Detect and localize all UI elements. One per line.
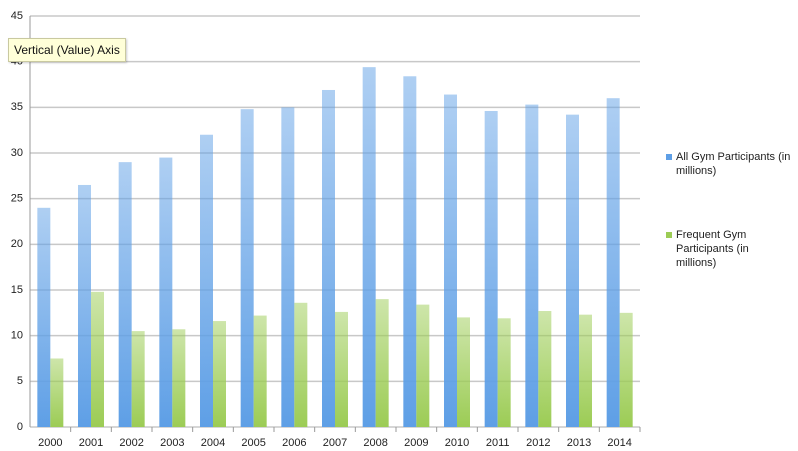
x-tick-label: 2002 <box>119 437 143 449</box>
bar <box>159 157 173 428</box>
bar <box>579 314 592 427</box>
bar <box>619 312 633 427</box>
x-tick-label: 2008 <box>363 437 387 449</box>
y-tick-label: 45 <box>11 10 23 22</box>
tooltip: Vertical (Value) Axis <box>8 38 126 62</box>
x-tick-label: 2013 <box>567 437 591 449</box>
bar <box>335 311 348 427</box>
y-tick-label: 35 <box>11 101 23 113</box>
bar <box>50 358 64 427</box>
bar <box>484 110 498 427</box>
x-tick-label: 2007 <box>323 437 347 449</box>
y-tick-label: 15 <box>11 284 23 296</box>
bar <box>497 318 511 427</box>
bar <box>281 107 295 427</box>
bar <box>457 317 470 427</box>
y-tick-label: 25 <box>11 193 23 205</box>
x-tick-label: 2009 <box>404 437 428 449</box>
legend-item: All Gym Participants (in millions) <box>666 150 791 178</box>
legend-label: Frequent Gym Participants (in millions) <box>676 229 749 269</box>
legend-swatch <box>666 154 672 160</box>
y-tick-label: 5 <box>17 375 23 387</box>
x-tick-label: 2011 <box>486 437 510 449</box>
x-tick-label: 2010 <box>445 437 469 449</box>
bar <box>294 302 308 427</box>
legend-item: Frequent Gym Participants (in millions) <box>666 228 791 270</box>
bar <box>131 331 145 427</box>
y-tick-label: 0 <box>17 421 23 433</box>
y-tick-label: 20 <box>11 238 23 250</box>
bar <box>240 109 254 427</box>
bar <box>566 114 579 427</box>
bar <box>525 104 539 428</box>
x-tick-label: 2000 <box>38 437 62 449</box>
y-tick-label: 30 <box>11 147 23 159</box>
bar <box>538 311 552 427</box>
x-tick-label: 2005 <box>241 437 265 449</box>
legend-label: All Gym Participants (in millions) <box>676 151 791 177</box>
bar <box>444 94 457 428</box>
bar <box>416 304 430 427</box>
x-tick-label: 2001 <box>79 437 103 449</box>
bar <box>78 184 91 427</box>
bar <box>118 162 132 427</box>
bar <box>200 134 213 427</box>
x-tick-label: 2012 <box>526 437 550 449</box>
x-tick-label: 2006 <box>282 437 306 449</box>
legend-swatch <box>666 232 672 238</box>
x-tick-label: 2014 <box>607 437 631 449</box>
bar <box>253 315 267 427</box>
bar <box>322 89 335 427</box>
bar <box>606 98 620 427</box>
bar <box>375 299 389 427</box>
bar <box>403 76 417 427</box>
x-tick-label: 2003 <box>160 437 184 449</box>
y-tick-label: 10 <box>11 330 23 342</box>
bar <box>91 291 104 427</box>
bar <box>172 329 186 427</box>
bar <box>37 207 51 427</box>
bar <box>362 67 376 427</box>
bar <box>213 321 226 427</box>
x-tick-label: 2004 <box>201 437 225 449</box>
